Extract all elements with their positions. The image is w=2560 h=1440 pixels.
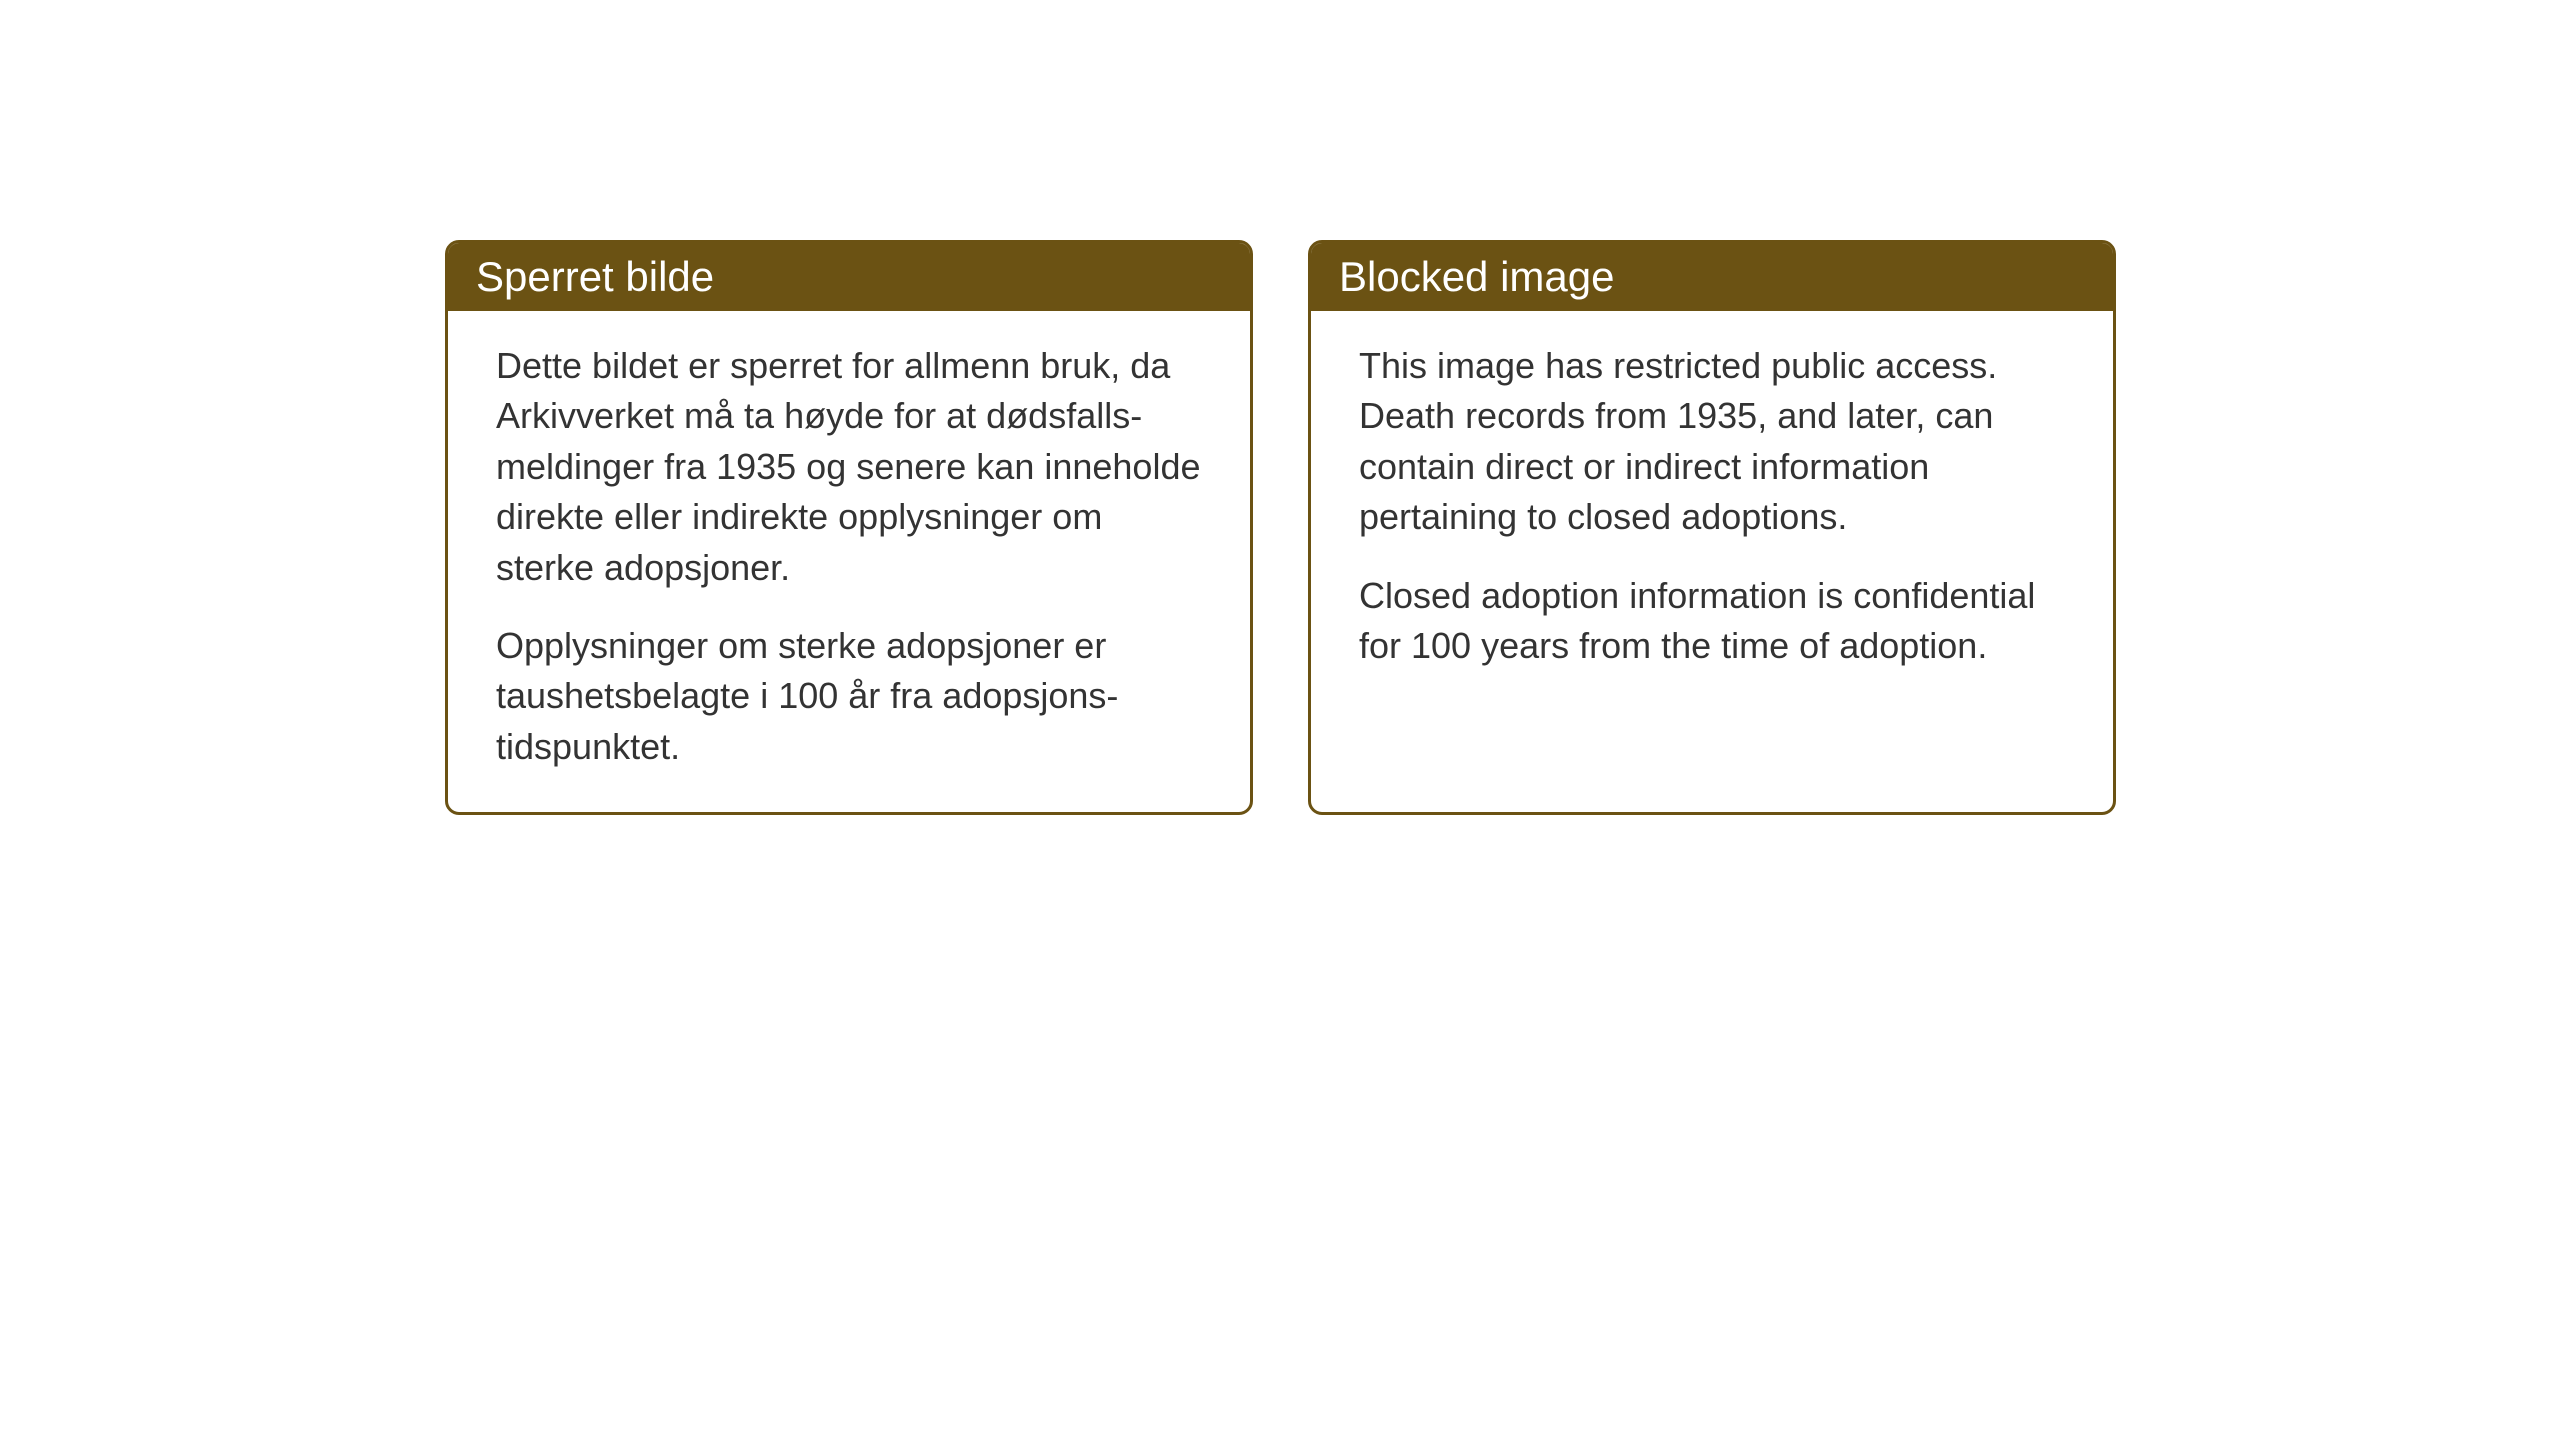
card-body-norwegian: Dette bildet er sperret for allmenn bruk… [448, 311, 1250, 812]
card-paragraph-1-english: This image has restricted public access.… [1359, 341, 2065, 543]
cards-container: Sperret bilde Dette bildet er sperret fo… [445, 240, 2116, 815]
blocked-image-card-norwegian: Sperret bilde Dette bildet er sperret fo… [445, 240, 1253, 815]
card-title-english: Blocked image [1339, 253, 1614, 300]
card-header-english: Blocked image [1311, 243, 2113, 311]
card-title-norwegian: Sperret bilde [476, 253, 714, 300]
card-paragraph-2-norwegian: Opplysninger om sterke adopsjoner er tau… [496, 621, 1202, 772]
card-paragraph-1-norwegian: Dette bildet er sperret for allmenn bruk… [496, 341, 1202, 593]
card-body-english: This image has restricted public access.… [1311, 311, 2113, 741]
blocked-image-card-english: Blocked image This image has restricted … [1308, 240, 2116, 815]
card-header-norwegian: Sperret bilde [448, 243, 1250, 311]
card-paragraph-2-english: Closed adoption information is confident… [1359, 571, 2065, 672]
